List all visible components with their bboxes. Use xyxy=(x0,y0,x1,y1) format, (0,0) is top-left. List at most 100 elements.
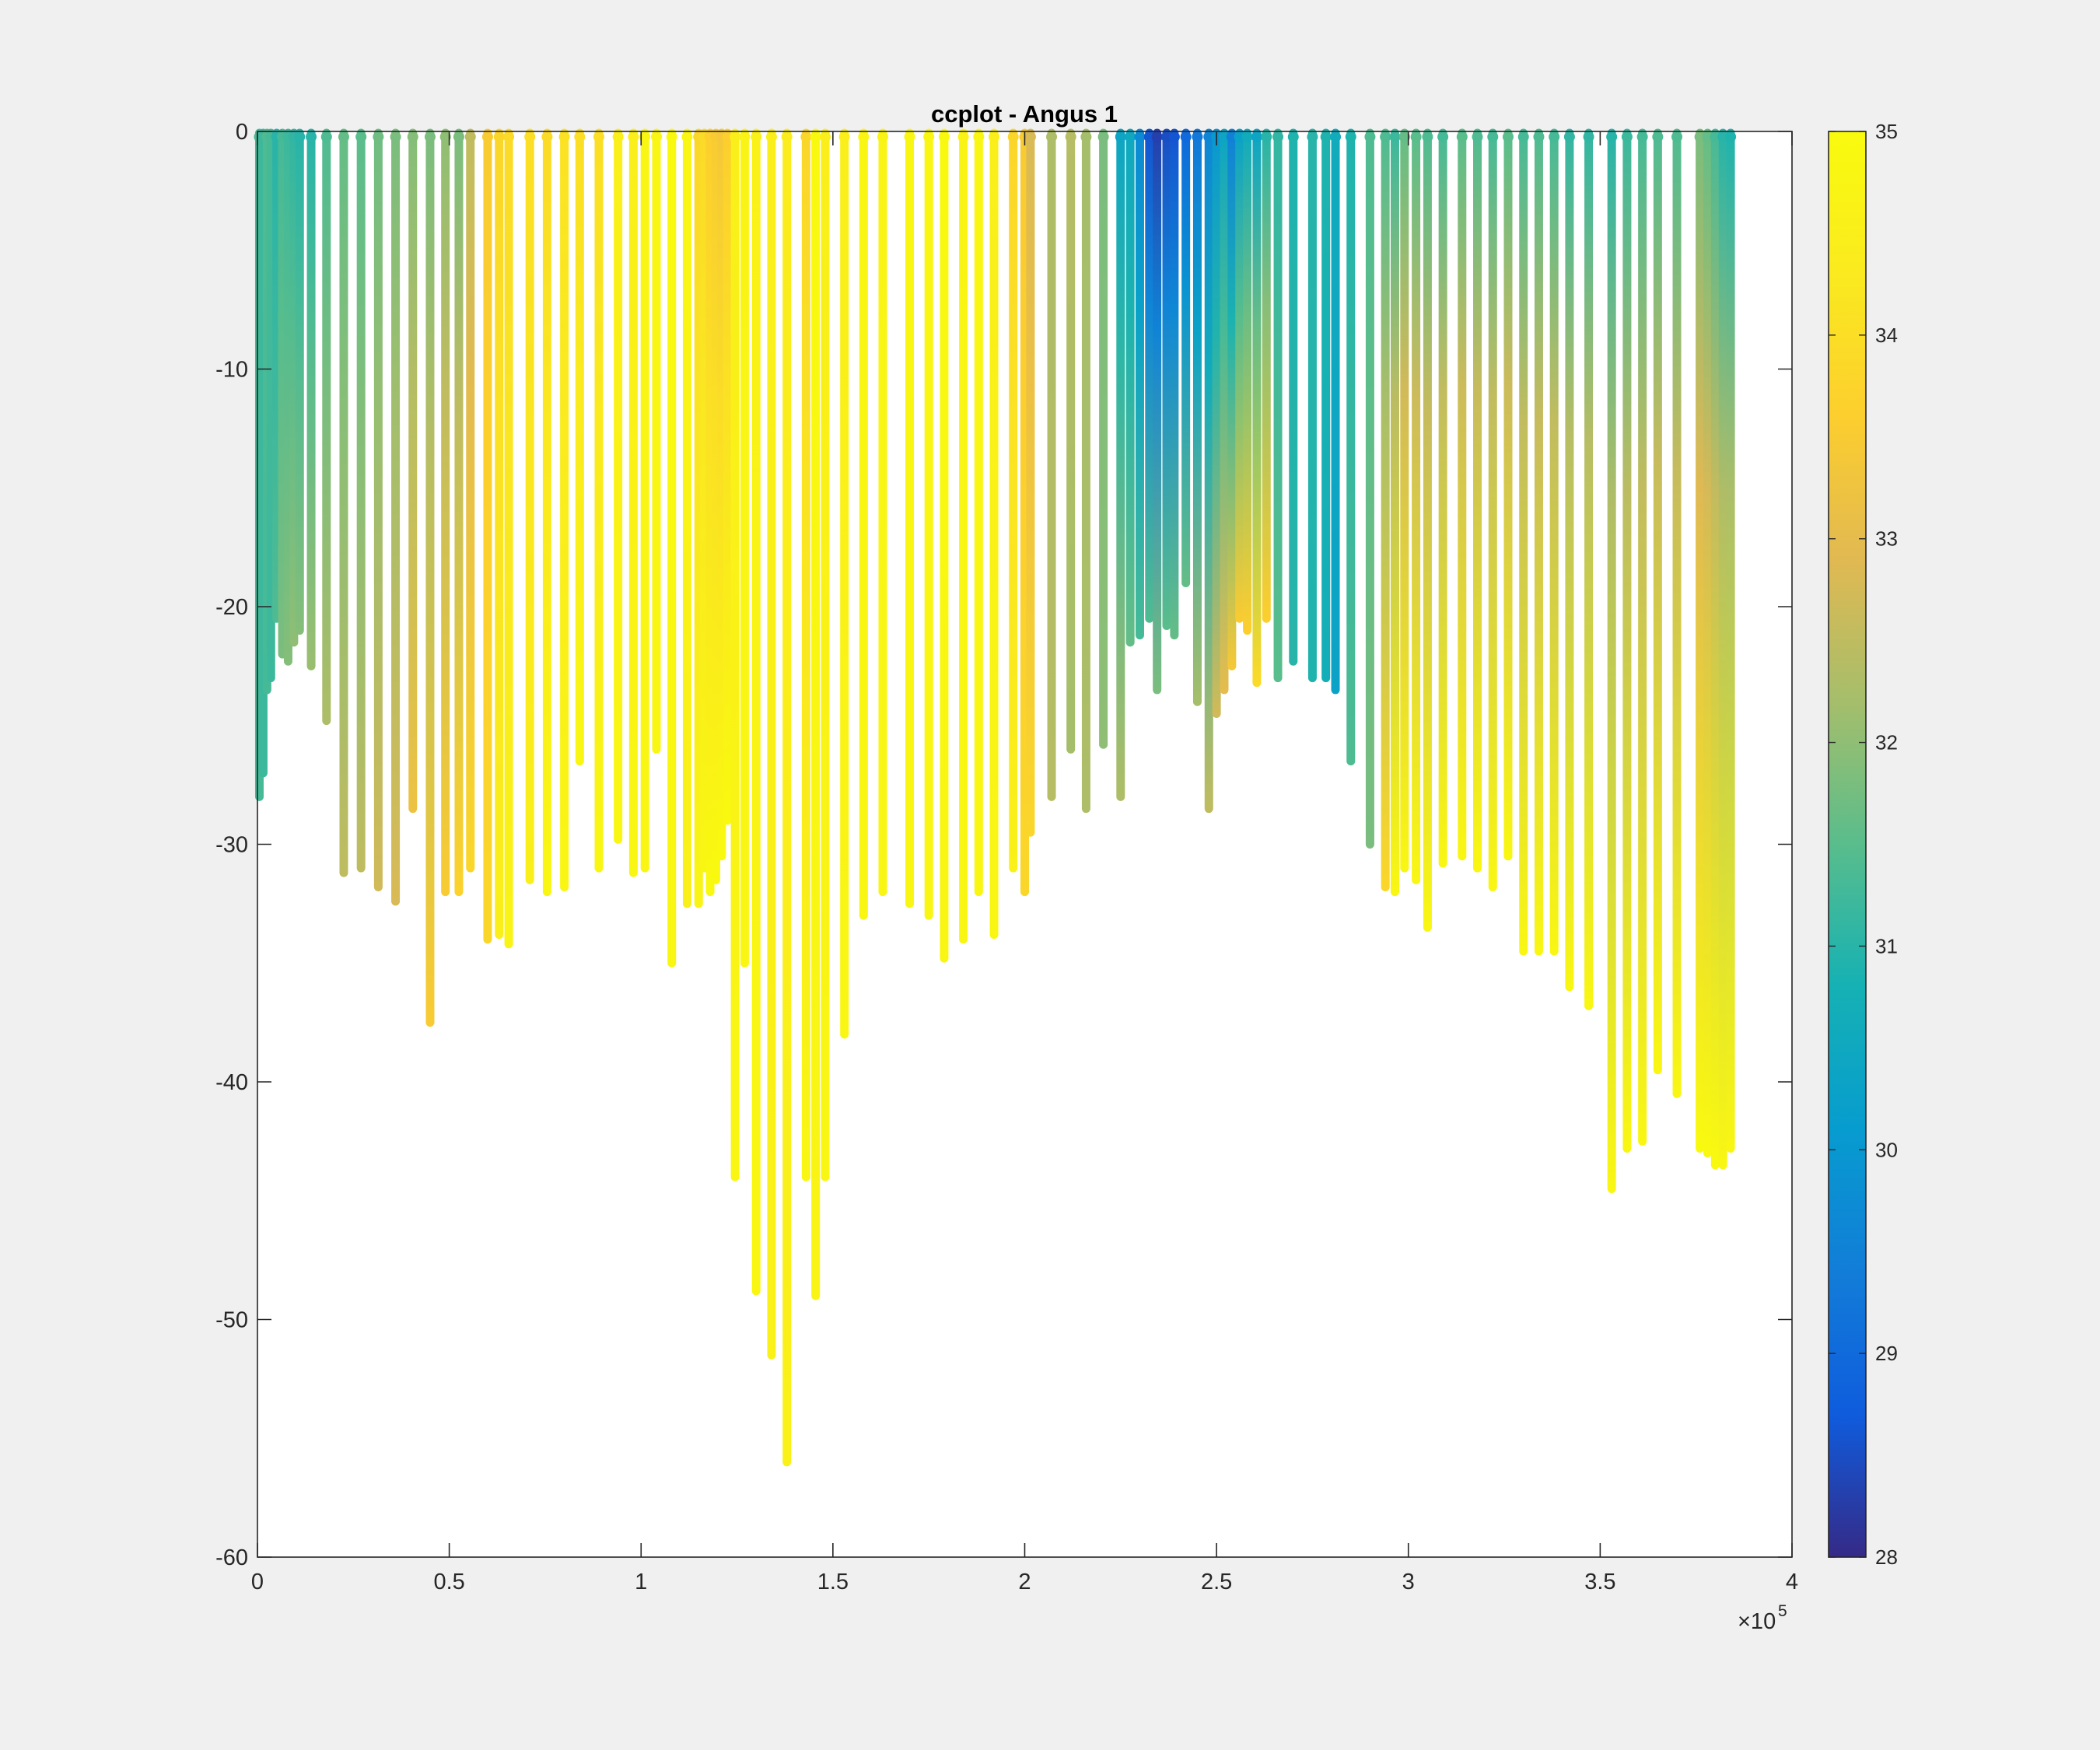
profile-surface-point xyxy=(838,131,850,142)
profile-surface-point xyxy=(751,131,762,142)
y-tick-label: -40 xyxy=(215,1070,248,1095)
profile-surface-point xyxy=(1251,131,1262,142)
profile-surface-point xyxy=(1192,131,1203,142)
y-tick-label: -10 xyxy=(215,358,248,383)
profile-surface-point xyxy=(923,131,935,142)
profile-surface-point xyxy=(464,131,476,142)
profile-surface-point xyxy=(1330,131,1342,142)
colorbar-tick-label: 33 xyxy=(1875,527,1898,551)
x-tick-label: 3 xyxy=(1402,1570,1415,1594)
profile-surface-point xyxy=(541,131,553,142)
x-tick-label: 2.5 xyxy=(1201,1570,1232,1594)
y-tick-label: -30 xyxy=(215,833,248,858)
x-tick-label: 4 xyxy=(1786,1570,1798,1594)
colorbar-ticks: 28 29 30 31 32 33 34 35 xyxy=(1829,120,1898,1569)
profile-surface-point xyxy=(574,131,586,142)
profile-surface-point xyxy=(722,131,733,142)
profile-surface-point xyxy=(407,131,418,142)
profile-surface-point xyxy=(973,131,985,142)
profile-surface-point xyxy=(1694,131,1706,142)
profile-surface-point xyxy=(1125,131,1136,142)
profile-surface-point xyxy=(1345,131,1356,142)
profile-surface-point xyxy=(306,131,317,142)
profile-surface-point xyxy=(1218,131,1230,142)
colorbar-tick-label: 30 xyxy=(1875,1138,1898,1161)
profile-surface-point xyxy=(810,131,821,142)
profile-surface-point xyxy=(1241,131,1253,142)
profile-surface-point xyxy=(765,131,777,142)
profile-surface-point xyxy=(1621,131,1633,142)
profile-surface-point xyxy=(1422,131,1433,142)
x-tick-label: 2 xyxy=(1018,1570,1031,1594)
profile-surface-point xyxy=(1717,131,1729,142)
profile-surface-point xyxy=(1710,131,1721,142)
profile-surface-point xyxy=(800,131,812,142)
profile-surface-point xyxy=(650,131,662,142)
profile-surface-point xyxy=(1234,131,1245,142)
x-tick-label: 3.5 xyxy=(1584,1570,1615,1594)
profile-surface-point xyxy=(1472,131,1483,142)
profile-surface-point xyxy=(612,131,624,142)
colorbar-tick-label: 32 xyxy=(1875,731,1898,754)
x-exponent-power: 5 xyxy=(1778,1602,1787,1620)
profile-surface-point xyxy=(1134,131,1146,142)
profile-surface-point xyxy=(1380,131,1391,142)
colorbar: 28 29 30 31 32 33 34 35 xyxy=(1828,120,1898,1569)
colorbar-tick-label: 35 xyxy=(1875,120,1898,143)
profile-surface-point xyxy=(453,131,464,142)
profile-surface-point xyxy=(1272,131,1284,142)
profile-surface-point xyxy=(390,131,401,142)
profile-surface-point xyxy=(1320,131,1332,142)
profile-surface-point xyxy=(1533,131,1545,142)
profile-surface-point xyxy=(1168,131,1180,142)
profile-surface-point xyxy=(503,131,515,142)
profile-surface-point xyxy=(666,131,677,142)
profile-surface-point xyxy=(1636,131,1648,142)
colorbar-tick-label: 29 xyxy=(1875,1342,1898,1365)
profile-surface-point xyxy=(904,131,915,142)
profile-surface-point xyxy=(1606,131,1618,142)
profile-surface-point xyxy=(320,131,332,142)
profile-surface-point xyxy=(1024,131,1036,142)
profile-surface-point xyxy=(1261,131,1272,142)
profile-surface-point xyxy=(1437,131,1449,142)
data-profiles xyxy=(254,128,1737,1467)
profile-surface-point xyxy=(1097,131,1109,142)
profile-surface-point xyxy=(338,131,349,142)
x-exponent-label: ×10 5 xyxy=(1738,1602,1787,1634)
profile-surface-point xyxy=(1398,131,1410,142)
profile-surface-point xyxy=(957,131,969,142)
x-exponent-base: ×10 xyxy=(1738,1609,1776,1634)
profile-surface-point xyxy=(739,131,751,142)
profile-surface-point xyxy=(1671,131,1683,142)
x-tick-label: 1 xyxy=(635,1570,647,1594)
colorbar-tick-label: 31 xyxy=(1875,934,1898,957)
profile-surface-point xyxy=(1652,131,1664,142)
colorbar-tick-label: 34 xyxy=(1875,324,1898,347)
profile-surface-point xyxy=(439,131,451,142)
profile-surface-point xyxy=(1065,131,1076,142)
profile-surface-point xyxy=(1563,131,1575,142)
profile-surface-point xyxy=(1080,131,1092,142)
profile-surface-point xyxy=(1046,131,1058,142)
profile-surface-point xyxy=(524,131,536,142)
profile-surface-point xyxy=(1226,131,1237,142)
profile-surface-point xyxy=(1517,131,1529,142)
x-tick-label: 0 xyxy=(251,1570,264,1594)
colorbar-tick-label: 28 xyxy=(1875,1545,1898,1569)
colorbar-box xyxy=(1828,131,1867,1558)
profile-surface-point xyxy=(877,131,888,142)
profile-surface-point xyxy=(820,131,831,142)
profile-surface-point xyxy=(373,131,384,142)
profile-surface-point xyxy=(1307,131,1318,142)
profile-surface-point xyxy=(628,131,639,142)
profile-surface-point xyxy=(355,131,367,142)
profile-surface-point xyxy=(481,131,493,142)
profile-surface-point xyxy=(1203,131,1215,142)
profile-surface-point xyxy=(1143,131,1155,142)
x-tick-label: 0.5 xyxy=(433,1570,464,1594)
profile-surface-point xyxy=(1287,131,1299,142)
profile-surface-point xyxy=(681,131,693,142)
colorbar-gradient xyxy=(1829,131,1866,1557)
